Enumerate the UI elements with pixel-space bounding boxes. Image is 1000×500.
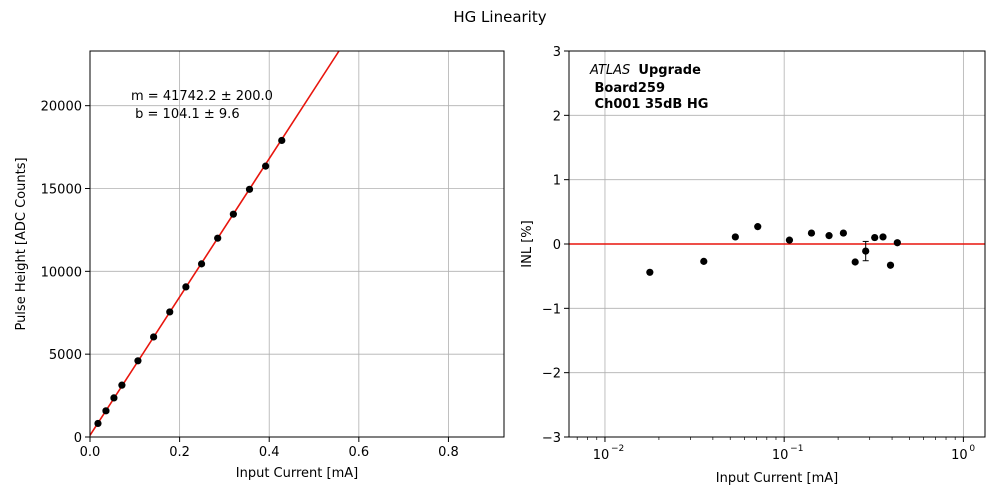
right-x-tick-label: 10: [772, 448, 789, 463]
left-x-tick-label: 0.6: [348, 445, 369, 460]
right-y-tick-label: 3: [553, 45, 561, 60]
right-data-point: [807, 229, 816, 237]
left-data-point: [229, 210, 237, 218]
left-data-point: [134, 357, 142, 365]
left-y-axis-label: Pulse Height [ADC Counts]: [14, 157, 29, 330]
left-data-point: [94, 419, 102, 428]
right-data-point: [785, 236, 794, 244]
left-y-tick-label: 20000: [41, 100, 82, 115]
right-data-point: [851, 258, 859, 266]
left-data-point: [197, 260, 206, 268]
right-x-axis-label: Input Current [mA]: [716, 471, 838, 486]
left-data-point: [182, 283, 190, 291]
left-data-point: [245, 185, 254, 193]
right-y-tick-label: 2: [553, 109, 561, 124]
right-x-tick-label: 10: [593, 448, 610, 463]
left-y-tick-label: 10000: [41, 265, 82, 280]
left-data-point: [214, 234, 222, 242]
left-y-tick-label: 5000: [49, 348, 82, 363]
upgrade-text: Upgrade: [638, 63, 701, 78]
right-y-tick-label: 1: [553, 174, 561, 189]
right-y-tick-label: −2: [542, 367, 561, 382]
left-x-tick-label: 0.8: [438, 445, 459, 460]
right-data-point: [754, 223, 762, 231]
left-data-point: [166, 308, 174, 316]
right-x-tick-exponent: −2: [611, 444, 624, 454]
right-data-point: [886, 261, 895, 269]
right-x-tick-label: 10: [951, 448, 968, 463]
left-data-point: [262, 162, 270, 170]
left-chart-panel: 0.0 0.2 0.4 0.6 0.8 0 5000 10000 15000 20000 Inpu…: [14, 50, 505, 481]
left-fit-line: [89, 50, 340, 436]
right-data-point: [646, 268, 654, 276]
board-label: Board259: [590, 81, 665, 96]
left-data-point: [118, 381, 126, 389]
right-data-point: [825, 232, 833, 240]
right-y-axis-label: INL [%]: [520, 220, 535, 267]
right-data-point: [879, 233, 887, 241]
atlas-italic-text: ATLAS: [589, 63, 630, 78]
left-data-point: [278, 136, 286, 145]
atlas-label: ATLAS Upgrade: [589, 63, 701, 78]
left-x-tick-label: 0.2: [169, 445, 190, 460]
left-y-tick-label: 0: [74, 431, 82, 446]
fit-slope-annotation: m = 41742.2 ± 200.0: [131, 89, 273, 104]
left-data-points: [94, 136, 286, 428]
right-y-tick-label: −1: [542, 302, 561, 317]
right-data-point: [871, 233, 879, 242]
right-y-tick-label: 0: [553, 238, 561, 253]
right-data-point: [862, 247, 870, 255]
left-x-axis-label: Input Current [mA]: [236, 466, 358, 481]
right-x-tick-exponent: −1: [790, 444, 803, 454]
right-x-tick-exponent: 0: [969, 444, 975, 454]
left-data-point: [110, 394, 118, 402]
channel-label: Ch001 35dB HG: [590, 97, 708, 112]
right-data-point: [731, 233, 739, 241]
left-x-tick-label: 0.0: [80, 445, 101, 460]
left-data-point: [102, 407, 110, 415]
right-data-points: [646, 223, 901, 276]
left-plot-frame: [89, 50, 505, 438]
right-data-point: [893, 239, 901, 247]
figure-title: HG Linearity: [453, 8, 546, 26]
right-data-point: [839, 229, 847, 237]
right-y-tick-label: −3: [542, 431, 561, 446]
left-x-tick-label: 0.4: [259, 445, 280, 460]
left-y-tick-label: 15000: [41, 183, 82, 198]
left-data-point: [150, 333, 158, 341]
right-data-point: [700, 257, 708, 265]
fit-intercept-annotation: b = 104.1 ± 9.6: [131, 107, 240, 122]
left-ticks: 0.0 0.2 0.4 0.6 0.8 0 5000 10000 15000 20000: [41, 100, 459, 460]
